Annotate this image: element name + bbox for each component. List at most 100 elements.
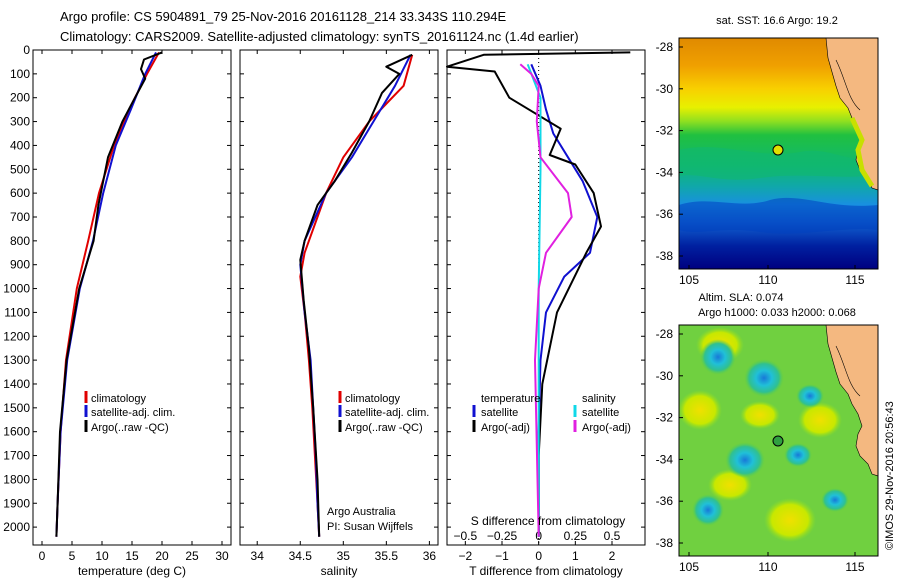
- map-lon-label: 110: [758, 560, 777, 574]
- map-lat-label: -34: [656, 452, 674, 466]
- sal-legend-argo: Argo(..raw -QC): [345, 422, 423, 434]
- difference-top-tick-label: 0.5: [604, 529, 621, 543]
- map-lat-label: -36: [656, 494, 674, 508]
- sst-map-frame: [678, 37, 879, 270]
- diff-legend-temp-title: temperature: [481, 393, 540, 405]
- temp-legend-climatology: climatology: [91, 393, 147, 405]
- difference-top-label: S difference from climatology: [471, 514, 626, 528]
- temperature-xtick-label: 15: [125, 549, 139, 563]
- imos-credit: ©IMOS 29-Nov-2016 20:56:43: [884, 401, 896, 550]
- sla-argo-marker: [772, 435, 784, 447]
- attribution-line-2: PI: Susan Wijffels: [327, 521, 413, 533]
- map-lat-label: -32: [656, 124, 674, 138]
- attribution-line-1: Argo Australia: [327, 506, 396, 518]
- sla-map-frame: [678, 324, 879, 557]
- depth-tick-label: 1800: [3, 472, 30, 486]
- difference-legend: temperature salinity satellite Argo(-adj…: [472, 393, 631, 434]
- diff-legend-temp-argo: Argo(-adj): [481, 422, 530, 434]
- salinity-xtick-label: 34: [251, 549, 265, 563]
- difference-top-tick-label: −0.25: [487, 529, 518, 543]
- difference-xtick-label: 2: [609, 549, 616, 563]
- map-lat-label: -28: [656, 40, 674, 54]
- depth-tick-label: 1300: [3, 353, 30, 367]
- sal-legend-climatology: climatology: [345, 393, 401, 405]
- depth-tick-label: 1400: [3, 377, 30, 391]
- depth-tick-label: 500: [10, 162, 30, 176]
- temperature-series-argo-raw-qc-: [55, 51, 163, 537]
- salinity-xlabel: salinity: [321, 564, 358, 578]
- salinity-xtick-label: 36: [423, 549, 437, 563]
- title-line-2: Climatology: CARS2009. Satellite-adjuste…: [60, 29, 579, 44]
- depth-tick-label: 2000: [3, 520, 30, 534]
- depth-tick-label: 400: [10, 138, 30, 152]
- map-lon-label: 115: [845, 273, 864, 287]
- salinity-xtick-label: 35.5: [375, 549, 399, 563]
- salinity-panel: [239, 49, 439, 546]
- difference-series-temperature-argo-adj-: [446, 51, 631, 537]
- salinity-legend: climatology satellite-adj. clim. Argo(..…: [338, 391, 429, 434]
- map-lon-label: 105: [679, 273, 699, 287]
- difference-xtick-label: 0: [535, 549, 542, 563]
- map-lat-label: -38: [656, 536, 674, 550]
- map-lat-label: -30: [656, 369, 674, 383]
- depth-tick-label: 1200: [3, 329, 30, 343]
- sla-australia-land: [825, 325, 878, 477]
- depth-tick-label: 100: [10, 67, 30, 81]
- temperature-panel: [32, 49, 232, 546]
- depth-tick-label: 900: [10, 258, 30, 272]
- sla-map-title-line1: Altim. SLA: 0.074: [699, 292, 784, 304]
- sal-legend-satellite: satellite-adj. clim.: [345, 407, 429, 419]
- map-lon-label: 105: [679, 560, 699, 574]
- temperature-xtick-label: 30: [215, 549, 229, 563]
- salinity-xtick-label: 34.5: [289, 549, 313, 563]
- map-lat-label: -32: [656, 411, 674, 425]
- difference-series-temperature-satellite: [530, 63, 599, 537]
- map-lat-label: -36: [656, 207, 674, 221]
- depth-tick-label: 1100: [4, 305, 30, 319]
- temp-legend-argo: Argo(..raw -QC): [91, 422, 169, 434]
- map-lat-label: -30: [656, 82, 674, 96]
- temp-legend-satellite: satellite-adj. clim.: [91, 407, 175, 419]
- depth-tick-label: 200: [10, 91, 30, 105]
- salinity-xtick-label: 35: [337, 549, 351, 563]
- temperature-xtick-label: 20: [155, 549, 169, 563]
- temperature-xtick-label: 0: [39, 549, 46, 563]
- temperature-xtick-label: 5: [69, 549, 76, 563]
- depth-tick-label: 1500: [3, 401, 30, 415]
- depth-tick-label: 0: [23, 43, 30, 57]
- depth-tick-label: 300: [10, 115, 30, 129]
- map-lon-label: 115: [845, 560, 864, 574]
- difference-xlabel: T difference from climatology: [469, 564, 623, 578]
- difference-panel: [446, 49, 646, 546]
- temperature-legend: climatology satellite-adj. clim. Argo(..…: [84, 391, 175, 434]
- depth-tick-label: 700: [10, 210, 30, 224]
- diff-legend-sal-satellite: satellite: [582, 407, 619, 419]
- temperature-xtick-label: 25: [185, 549, 199, 563]
- sst-map-title: sat. SST: 16.6 Argo: 19.2: [716, 15, 838, 27]
- difference-top-tick-label: −0.5: [453, 529, 477, 543]
- depth-tick-label: 1900: [3, 496, 30, 510]
- sst-argo-marker: [772, 144, 784, 156]
- depth-tick-label: 800: [10, 234, 30, 248]
- map-lat-label: -34: [656, 165, 674, 179]
- map-lat-label: -28: [656, 327, 674, 341]
- depth-tick-label: 1700: [3, 449, 30, 463]
- depth-tick-label: 1600: [3, 425, 30, 439]
- temperature-xtick-label: 10: [95, 549, 109, 563]
- diff-legend-sal-title: salinity: [582, 393, 616, 405]
- diff-legend-sal-argo: Argo(-adj): [582, 422, 631, 434]
- depth-tick-label: 1000: [3, 282, 30, 296]
- difference-xtick-label: 1: [572, 549, 579, 563]
- difference-top-tick-label: 0.25: [564, 529, 588, 543]
- temperature-xlabel: temperature (deg C): [78, 564, 186, 578]
- depth-tick-label: 600: [10, 186, 30, 200]
- difference-xtick-label: −2: [458, 549, 472, 563]
- map-lon-label: 110: [758, 273, 777, 287]
- salinity-series-argo-raw-qc-: [299, 53, 413, 537]
- depth-axis: 0 100 200 300 400 500 600 700 800 900 1000 1100 1200…: [3, 43, 30, 534]
- map-lat-label: -38: [656, 249, 674, 263]
- title-line-1: Argo profile: CS 5904891_79 25-Nov-2016 …: [60, 9, 507, 24]
- difference-xtick-label: −1: [495, 549, 509, 563]
- diff-legend-temp-satellite: satellite: [481, 407, 518, 419]
